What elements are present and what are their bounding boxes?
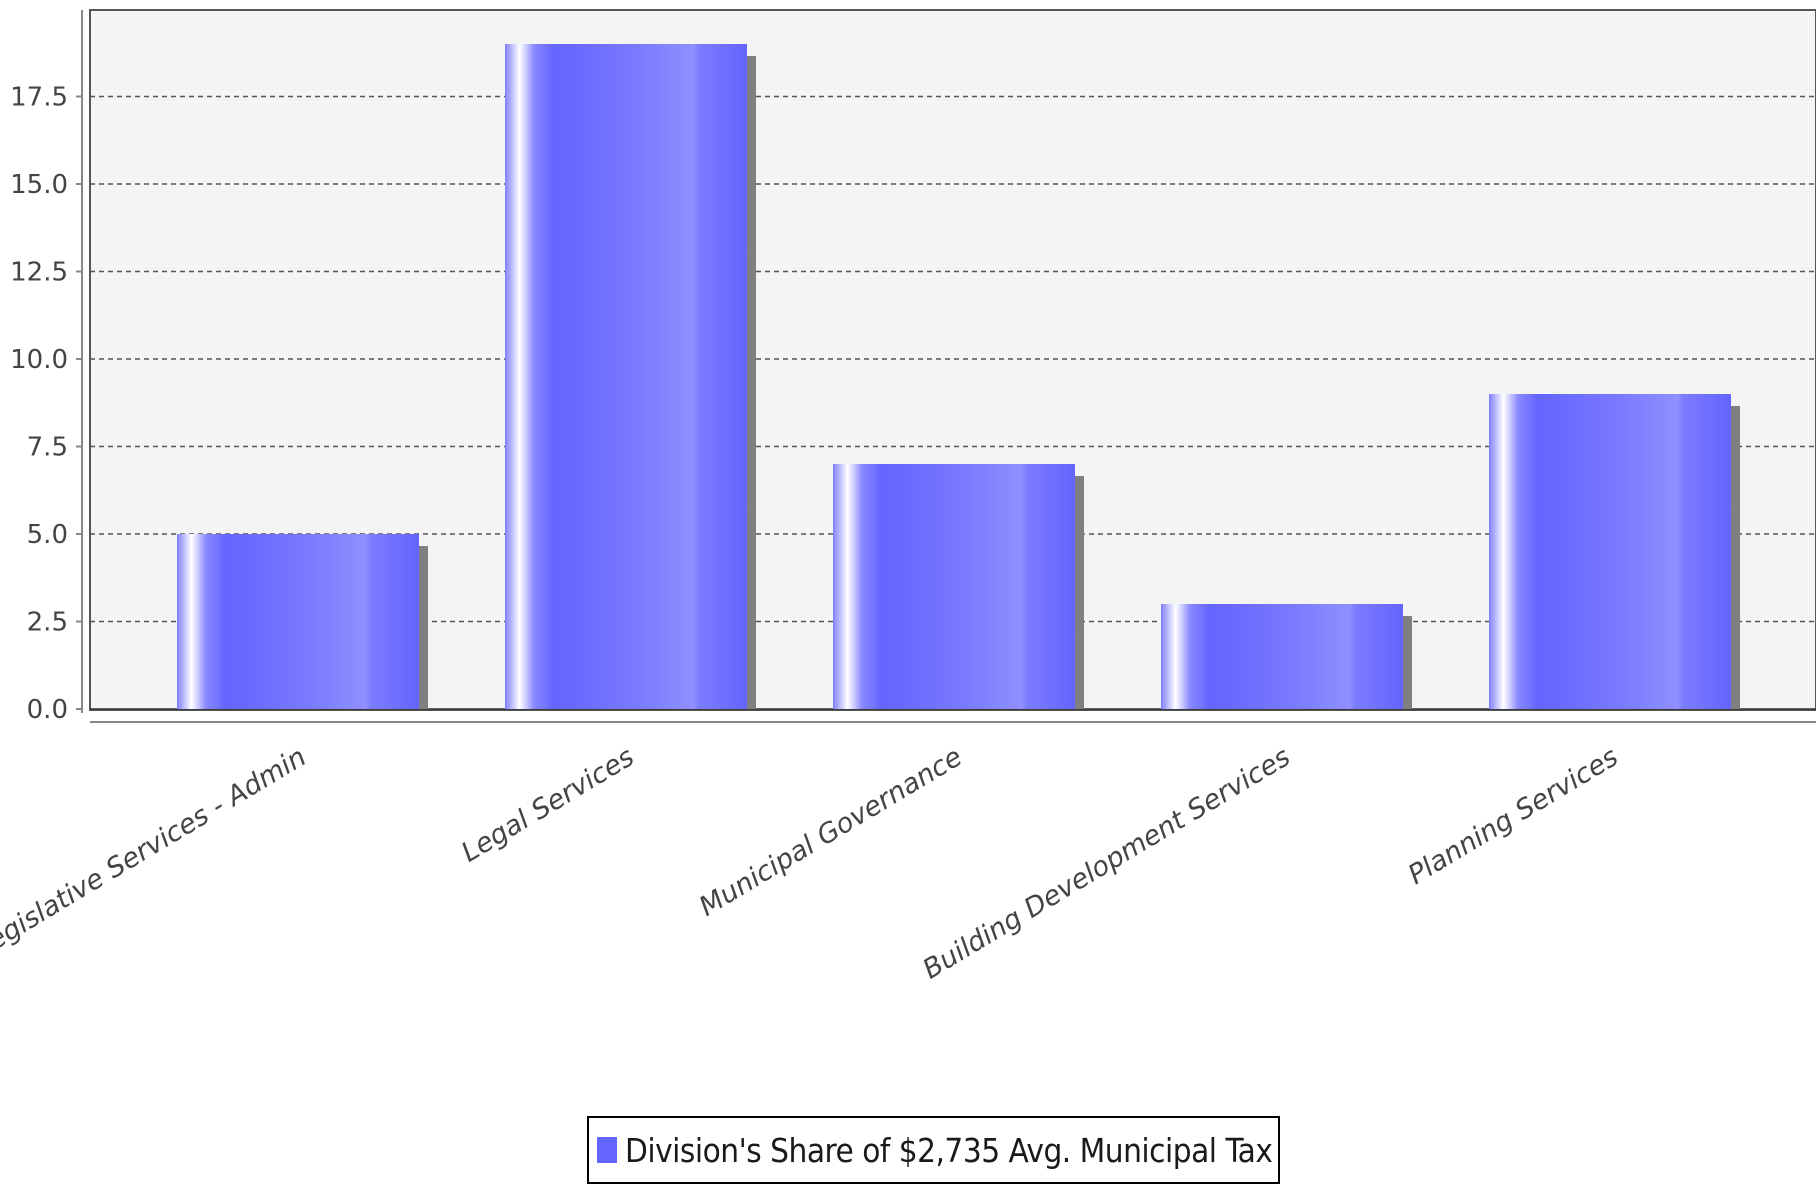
x-category-label: Legislative Services - Admin: [0, 741, 312, 964]
legend: Division's Share of $2,735 Avg. Municipa…: [587, 1116, 1281, 1184]
bar: [833, 464, 1075, 709]
y-tick-label: 7.5: [27, 433, 68, 463]
y-tick-label: 0.0: [27, 695, 68, 725]
bar: [505, 44, 747, 709]
bar: [1489, 394, 1731, 709]
bar: [1161, 604, 1403, 709]
y-tick-label: 2.5: [27, 608, 68, 638]
x-category-label: Legal Services: [456, 741, 639, 868]
legend-label: Division's Share of $2,735 Avg. Municipa…: [625, 1130, 1273, 1170]
y-axis-ticks: 0.0 2.5 5.0 7.5 10.0 12.5 15.0 17.5: [10, 83, 82, 725]
y-tick-label: 5.0: [27, 520, 68, 550]
y-tick-label: 15.0: [10, 170, 68, 200]
x-category-label: Municipal Governance: [694, 741, 968, 922]
bars: [177, 44, 1740, 709]
y-tick-label: 12.5: [10, 258, 68, 288]
x-category-label: Planning Services: [1403, 741, 1624, 891]
x-axis-categories: Legislative Services - Admin Legal Servic…: [0, 741, 1624, 985]
y-tick-label: 17.5: [10, 83, 68, 113]
x-category-label: Building Development Services: [918, 741, 1296, 985]
bar: [177, 534, 419, 709]
y-tick-label: 10.0: [10, 345, 68, 375]
legend-swatch: [597, 1137, 617, 1163]
